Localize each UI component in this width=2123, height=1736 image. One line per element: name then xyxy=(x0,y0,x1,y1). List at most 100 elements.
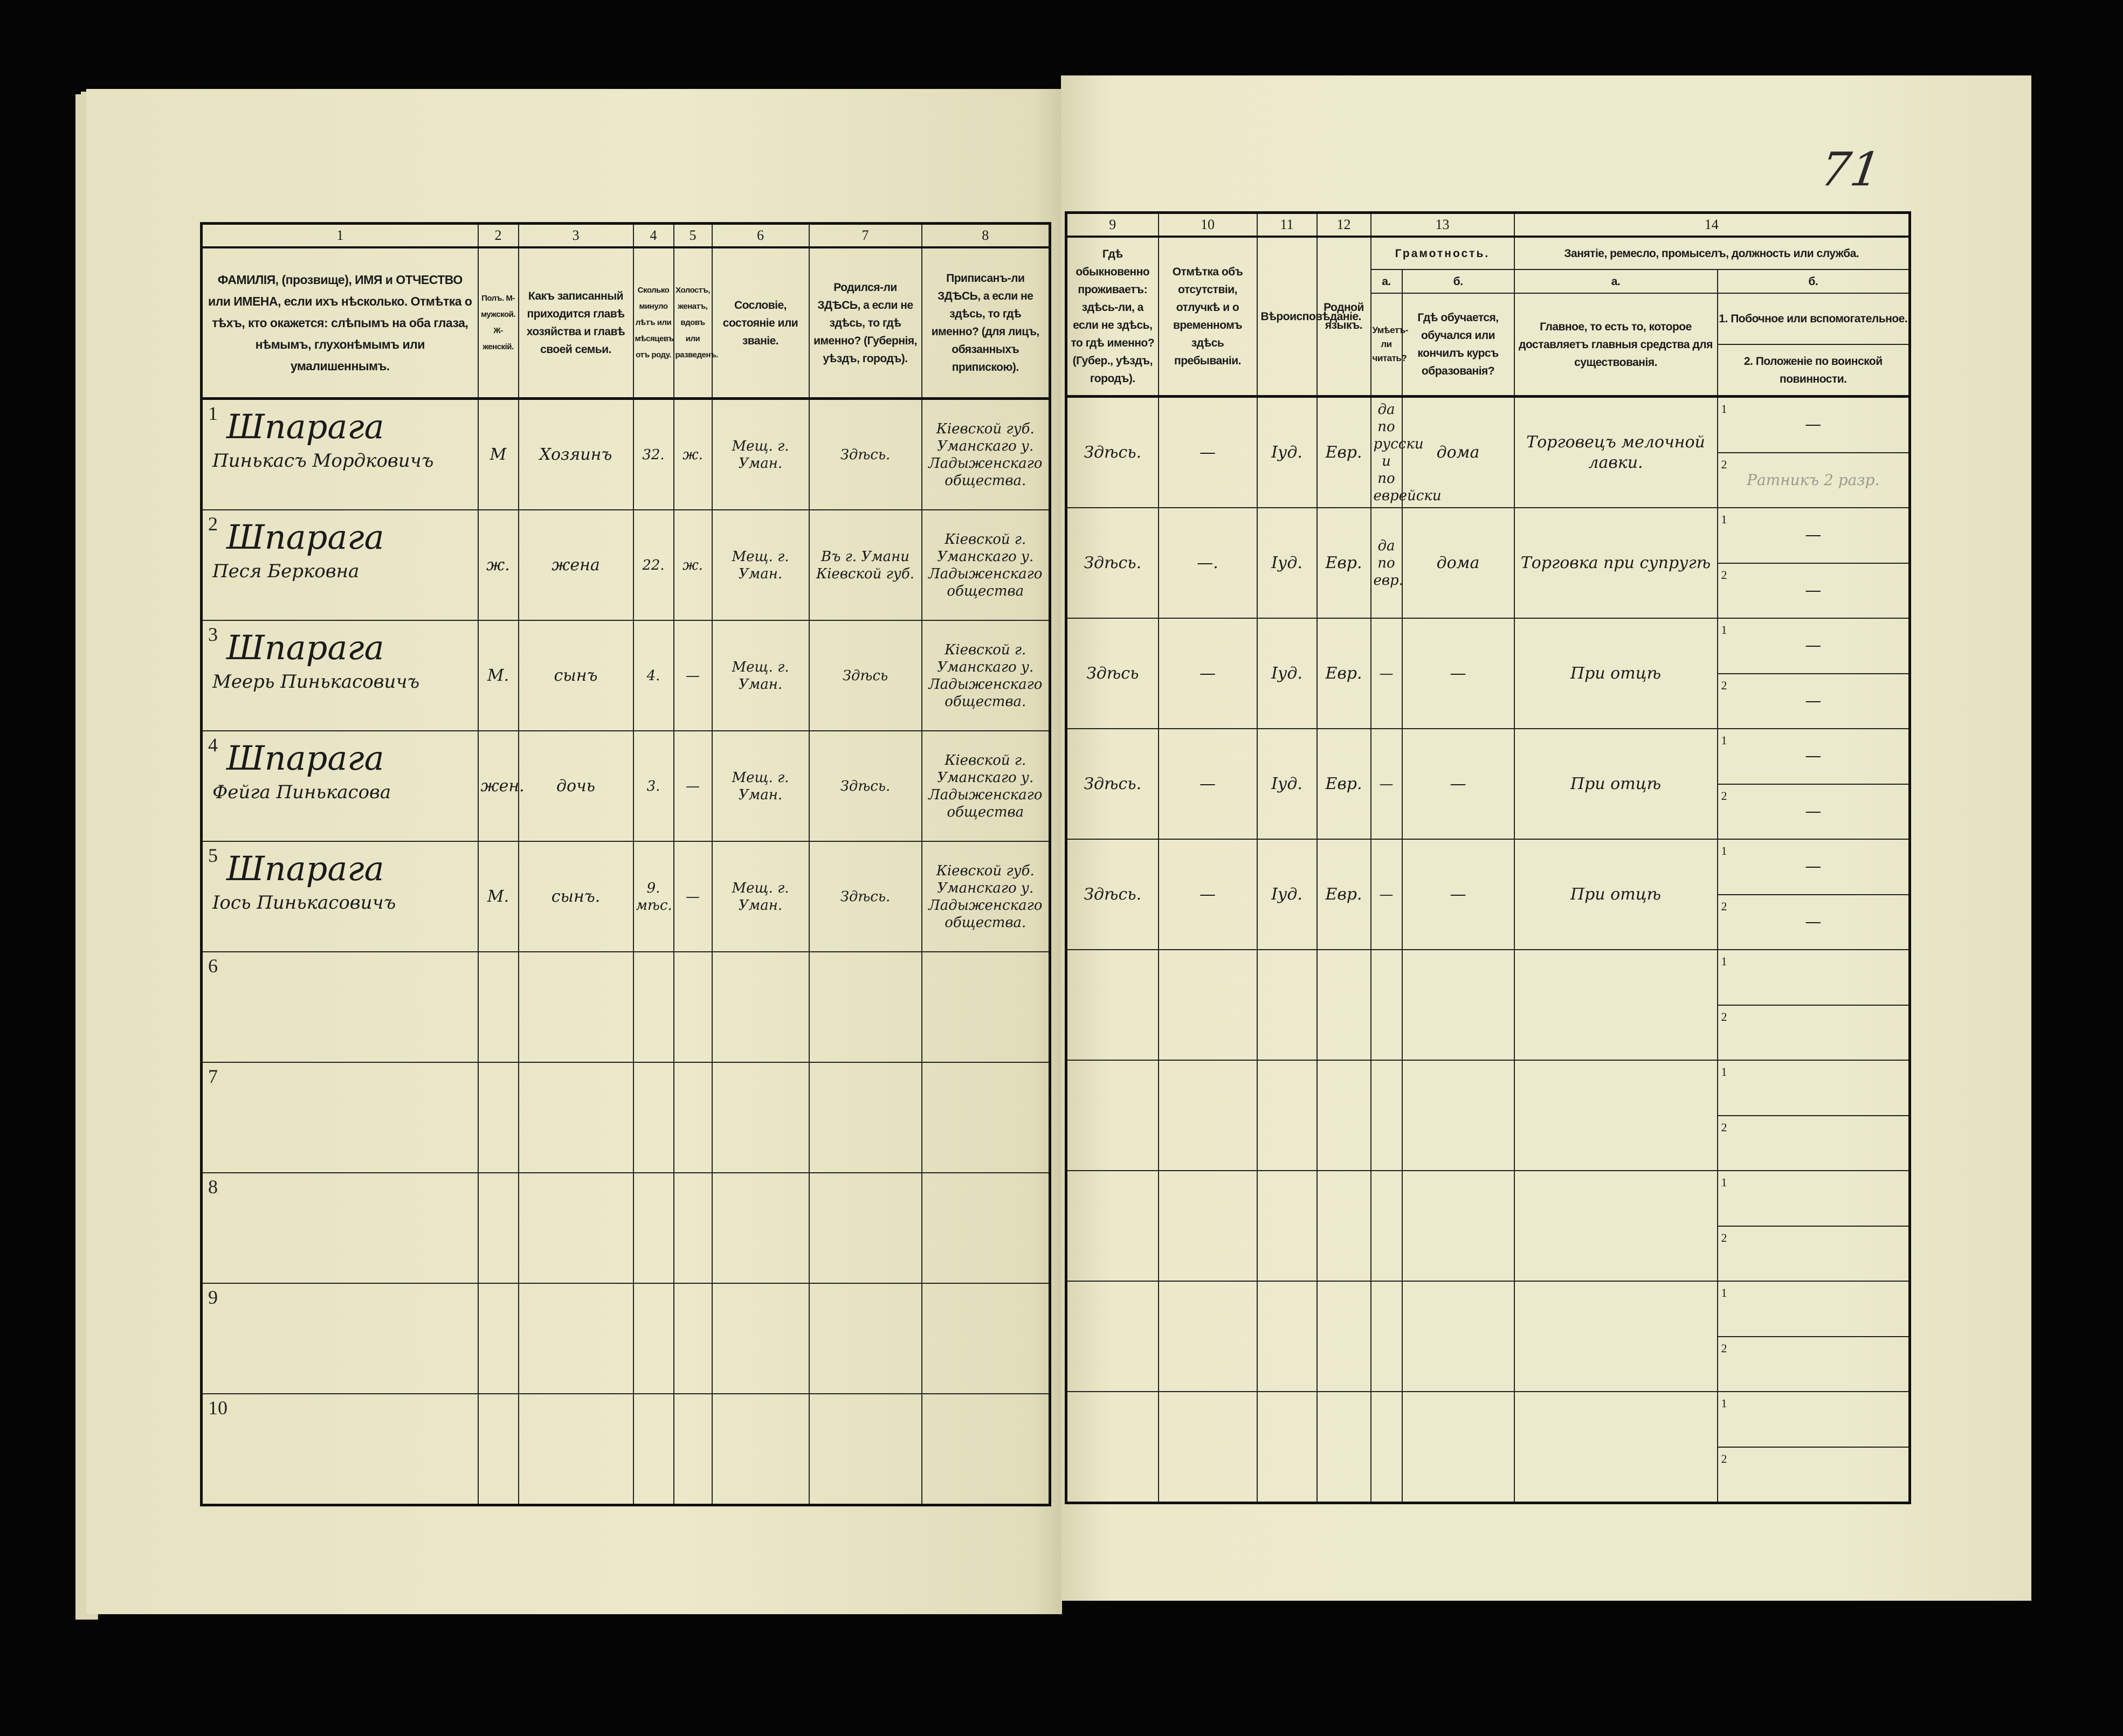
column-number: 8 xyxy=(921,223,1051,248)
table-row: 1 2 xyxy=(1065,1060,1911,1171)
name-cell: 1 Шпарага Пинькасъ Мордковичъ xyxy=(201,398,479,510)
schooling-cell: дома xyxy=(1401,396,1515,508)
estate-cell: Мещ. г. Уман. xyxy=(711,620,810,731)
sub-index: 1 xyxy=(1721,1396,1727,1410)
sub-index: 2 xyxy=(1721,678,1727,692)
absence-cell: —. xyxy=(1157,507,1258,619)
age-cell xyxy=(632,1172,674,1284)
age-cell: 9. мѣс. xyxy=(632,841,674,952)
main-occupation-cell xyxy=(1513,1281,1718,1392)
language-cell xyxy=(1316,1391,1371,1504)
marital-cell: ж. xyxy=(673,509,713,621)
side-occupation: — xyxy=(1805,857,1822,876)
registered-cell: Кіевской г. Уманскаго у. Ладыженскаго об… xyxy=(921,620,1051,731)
religion-cell: Іуд. xyxy=(1256,507,1318,619)
column-number: 5 xyxy=(673,223,713,248)
sub-index: 1 xyxy=(1721,1286,1727,1299)
given-name: Пинькасъ Мордковичъ xyxy=(212,450,434,472)
sub-index: 2 xyxy=(1721,457,1727,471)
row-number: 7 xyxy=(208,1066,218,1087)
sex-cell xyxy=(477,1393,519,1506)
sub-index: 2 xyxy=(1721,1009,1727,1023)
main-occupation-cell: При отцѣ xyxy=(1513,839,1718,950)
birthplace-cell: Здѣсь. xyxy=(808,398,922,510)
table-row: 3 Шпарага Меерь Пинькасовичъ М. сынъ 4. — М… xyxy=(201,620,1051,731)
religion-cell: Іуд. xyxy=(1256,396,1318,508)
table-row: Здѣсь. — Іуд. Евр. да по русски и по еврейс… xyxy=(1065,396,1911,508)
column-header-schooling: Гдѣ обучается, обучался или кончилъ курс… xyxy=(1401,293,1515,398)
registered-cell: Кіевской губ. Уманскаго у. Ладыженскаго … xyxy=(921,398,1051,510)
military-status: — xyxy=(1805,580,1822,600)
residence-cell xyxy=(1065,949,1159,1061)
table-row: 4 Шпарага Фейга Пинькасова жен. дочь 3. — М… xyxy=(201,730,1051,842)
marital-cell xyxy=(673,1393,713,1506)
name-cell: 8 xyxy=(201,1172,479,1284)
main-occupation-cell xyxy=(1513,1060,1718,1171)
census-table-right: 9 10 11 12 13 14 Гдѣ обыкновенно прожива… xyxy=(1065,211,1911,1504)
schooling-cell xyxy=(1401,1391,1515,1504)
language-cell xyxy=(1316,1170,1371,1282)
table-row: 6 xyxy=(201,951,1051,1063)
estate-cell xyxy=(711,1283,810,1394)
religion-cell: Іуд. xyxy=(1256,839,1318,950)
row-number: 9 xyxy=(208,1287,218,1308)
column-number: 12 xyxy=(1316,212,1371,238)
absence-cell: — xyxy=(1157,396,1258,508)
column-number: 13 xyxy=(1370,212,1515,238)
sub-index: 2 xyxy=(1721,1230,1727,1244)
column-number: 4 xyxy=(632,223,674,248)
name-cell: 6 xyxy=(201,951,479,1063)
registered-cell xyxy=(921,1172,1051,1284)
side-occupation: — xyxy=(1805,415,1822,434)
column-header-residence: Гдѣ обыкновенно проживаетъ: здѣсь-ли, а … xyxy=(1065,236,1159,398)
language-cell: Евр. xyxy=(1316,839,1371,950)
table-row: 1 2 xyxy=(1065,949,1911,1061)
age-cell xyxy=(632,951,674,1063)
relation-cell xyxy=(518,1062,634,1173)
schooling-cell: — xyxy=(1401,618,1515,729)
estate-cell: Мещ. г. Уман. xyxy=(711,730,810,842)
side-occupation-label: 1. Побочное или вспомогательное. xyxy=(1719,313,1908,325)
table-row: 9 xyxy=(201,1283,1051,1394)
can-read-cell xyxy=(1370,949,1403,1061)
age-cell xyxy=(632,1283,674,1394)
religion-cell xyxy=(1256,1391,1318,1504)
estate-cell xyxy=(711,1172,810,1284)
can-read-cell: — xyxy=(1370,618,1403,729)
sub-index: 2 xyxy=(1721,1451,1727,1465)
military-status: — xyxy=(1805,691,1822,710)
sub-index: 1 xyxy=(1721,955,1727,968)
row-number: 2 xyxy=(208,513,218,535)
table-row: 8 xyxy=(201,1172,1051,1284)
age-cell xyxy=(632,1393,674,1506)
row-number: 4 xyxy=(208,734,218,756)
absence-cell xyxy=(1157,1391,1258,1504)
language-cell: Евр. xyxy=(1316,507,1371,619)
birthplace-cell xyxy=(808,1393,922,1506)
row-number: 3 xyxy=(208,624,218,645)
estate-cell: Мещ. г. Уман. xyxy=(711,841,810,952)
absence-cell xyxy=(1157,1060,1258,1171)
registered-cell xyxy=(921,1062,1051,1173)
sex-cell: М. xyxy=(477,620,519,731)
can-read-cell xyxy=(1370,1391,1403,1504)
marital-cell xyxy=(673,1283,713,1394)
sub-index: 1 xyxy=(1721,1175,1727,1189)
registered-cell xyxy=(921,1393,1051,1506)
absence-cell: — xyxy=(1157,728,1258,840)
absence-cell xyxy=(1157,1170,1258,1282)
residence-cell: Здѣсь. xyxy=(1065,396,1159,508)
row-number: 6 xyxy=(208,955,218,977)
column-header-relation: Какъ записанный приходится главѣ хозяйст… xyxy=(518,247,634,400)
column-number: 1 xyxy=(201,223,479,248)
marital-cell: ж. xyxy=(673,398,713,510)
registered-cell xyxy=(921,951,1051,1063)
age-cell: 22. xyxy=(632,509,674,621)
schooling-cell xyxy=(1401,1060,1515,1171)
main-occupation-cell xyxy=(1513,949,1718,1061)
relation-cell xyxy=(518,951,634,1063)
registered-cell: Кіевской г. Уманскаго у. Ладыженскаго об… xyxy=(921,509,1051,621)
can-read-cell: — xyxy=(1370,728,1403,840)
column-header-age: Сколько минуло лѣтъ или мѣсяцевъ отъ род… xyxy=(632,247,674,400)
age-cell: 3. xyxy=(632,730,674,842)
